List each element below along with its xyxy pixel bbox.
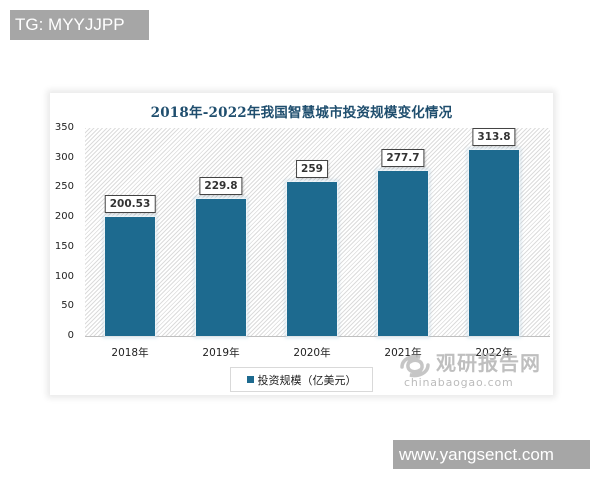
watermark: 观研报告网 chinabaogao.com bbox=[398, 347, 548, 393]
legend-swatch bbox=[246, 376, 254, 383]
y-tick-label: 0 bbox=[67, 330, 74, 341]
data-label: 229.8 bbox=[199, 177, 243, 196]
chart-title: 2018年-2022年我国智慧城市投资规模变化情况 bbox=[150, 105, 453, 121]
y-tick-label: 350 bbox=[54, 122, 74, 133]
chart-card: 2018年-2022年我国智慧城市投资规模变化情况 0 50 100 150 200 25… bbox=[50, 93, 553, 395]
x-axis-line bbox=[85, 336, 550, 337]
y-tick-label: 250 bbox=[54, 181, 74, 193]
data-label: 259 bbox=[296, 160, 328, 179]
data-label: 200.53 bbox=[104, 194, 156, 213]
website-badge: www.yangsenct.com bbox=[393, 440, 590, 469]
y-tick-label: 100 bbox=[54, 270, 74, 282]
y-tick-label: 150 bbox=[54, 240, 74, 252]
legend-label: 投资规模（亿美元） bbox=[257, 373, 357, 387]
data-label: 313.8 bbox=[472, 127, 516, 146]
x-tick-label: 2019年 bbox=[202, 347, 240, 359]
watermark-en-text: chinabaogao.com bbox=[404, 376, 514, 389]
watermark-cn-text: 观研报告网 bbox=[436, 351, 541, 375]
x-tick-label: 2020年 bbox=[293, 347, 331, 359]
bar-2020年 bbox=[287, 182, 337, 336]
legend: 投资规模（亿美元） bbox=[230, 367, 373, 392]
bar-2021年 bbox=[378, 170, 428, 336]
swirl-logo-icon bbox=[400, 354, 430, 378]
bar-2022年 bbox=[469, 149, 519, 336]
y-tick-label: 300 bbox=[54, 151, 74, 163]
x-tick-label: 2018年 bbox=[111, 347, 149, 359]
y-tick-label: 200 bbox=[54, 211, 74, 223]
y-tick-label: 50 bbox=[61, 300, 74, 312]
data-label: 277.7 bbox=[381, 148, 425, 167]
x-tick-label: 2022年 bbox=[475, 347, 513, 359]
telegram-handle-badge: TG: MYYJJPP bbox=[10, 10, 149, 40]
bar-2019年 bbox=[196, 199, 246, 336]
bar-2018年 bbox=[105, 216, 155, 336]
